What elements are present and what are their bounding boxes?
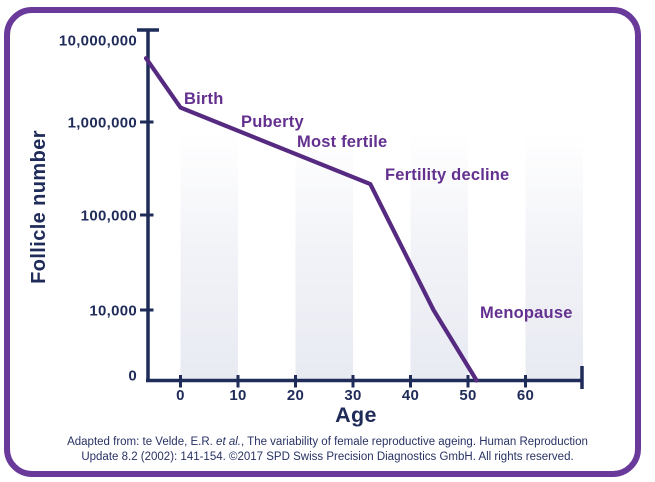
- annotation-fertility-decline: Fertility decline: [385, 166, 509, 184]
- y-tick-label-1000000: 1,000,000: [68, 115, 137, 132]
- x-tick-label-20: 20: [287, 387, 304, 404]
- x-tick-label-50: 50: [459, 387, 476, 404]
- y-axis-title: Follicle number: [28, 130, 50, 284]
- y-tick-label-100000: 100,000: [81, 208, 137, 225]
- annotation-menopause: Menopause: [480, 304, 573, 322]
- age-band-60-70: [525, 133, 583, 381]
- x-tick-label-40: 40: [402, 387, 419, 404]
- follicle-decline-line: [143, 56, 479, 383]
- x-axis-title: Age: [335, 403, 377, 427]
- attribution-text-rest: , The variability of female reproductive…: [240, 436, 588, 448]
- attribution-line-1: Adapted from: te Velde, E.R. et al., The…: [30, 435, 625, 450]
- y-tick-label-10000000: 10,000,000: [59, 33, 137, 50]
- y-tick-label-0: 0: [128, 368, 137, 385]
- annotation-most-fertile: Most fertile: [297, 133, 387, 151]
- x-tick-label-10: 10: [229, 387, 246, 404]
- annotation-puberty: Puberty: [241, 113, 304, 131]
- x-tick-label-0: 0: [176, 387, 185, 404]
- attribution-text-italic: et al.: [216, 436, 241, 448]
- attribution-text-prefix: Adapted from: te Velde, E.R.: [67, 436, 217, 448]
- annotation-birth: Birth: [184, 90, 224, 108]
- age-band-0-10: [180, 133, 238, 381]
- y-tick-label-10000: 10,000: [89, 303, 137, 320]
- age-band-20-30: [295, 133, 353, 381]
- attribution-line-2: Update 8.2 (2002): 141-154. ©2017 SPD Sw…: [81, 451, 574, 463]
- attribution: Adapted from: te Velde, E.R. et al., The…: [30, 435, 625, 465]
- x-tick-label-30: 30: [344, 387, 361, 404]
- x-tick-label-60: 60: [517, 387, 534, 404]
- age-band-40-50: [410, 133, 468, 381]
